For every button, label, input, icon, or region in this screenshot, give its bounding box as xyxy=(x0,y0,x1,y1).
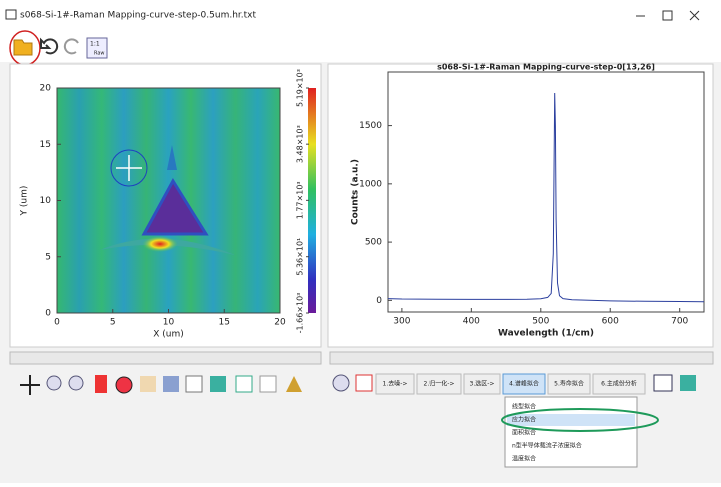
y-tick-label: 1000 xyxy=(359,179,382,189)
color-tool[interactable] xyxy=(115,376,133,394)
step-button[interactable] xyxy=(375,373,415,395)
grid-tool[interactable] xyxy=(163,376,179,392)
x-tick-label: 600 xyxy=(602,317,619,327)
map-feature xyxy=(100,238,235,255)
step-button[interactable] xyxy=(592,373,646,395)
zoom-in-tool[interactable] xyxy=(46,375,62,391)
line-tool[interactable] xyxy=(185,375,203,393)
map-feature xyxy=(142,236,178,252)
icon-text: Raw xyxy=(94,51,105,57)
x-tick-label: 5 xyxy=(110,318,116,328)
crosshair-tool[interactable] xyxy=(20,375,40,395)
step-button[interactable] xyxy=(463,373,501,395)
y-tick-label: 5 xyxy=(45,252,51,262)
menu-item-label: 面积拟合 xyxy=(512,429,536,437)
y-tick-label: 20 xyxy=(40,84,52,94)
cursor-ring xyxy=(110,149,148,187)
close-button[interactable] xyxy=(689,10,700,21)
x-tick-label: 500 xyxy=(532,317,549,327)
y-tick-label: 15 xyxy=(40,140,51,150)
step-button-label: 1.去噪-> xyxy=(383,380,408,388)
highlight-ellipse xyxy=(501,408,659,432)
zoom-out-tool[interactable] xyxy=(68,375,84,391)
colorbar-tick-label: 1.77×10³ xyxy=(296,181,305,219)
menu-item[interactable] xyxy=(507,453,635,465)
zoom-tool[interactable] xyxy=(332,374,350,392)
x-tick-label: 300 xyxy=(393,317,410,327)
x-axis-label: Wavelength (1/cm) xyxy=(498,329,594,339)
x-tick-label: 20 xyxy=(274,318,286,328)
menu-item-label: 温度拟合 xyxy=(512,455,536,463)
legend-tool[interactable] xyxy=(653,374,673,392)
y-tick-label: 500 xyxy=(365,238,382,248)
open-button[interactable] xyxy=(13,39,33,56)
x-tick-label: 400 xyxy=(463,317,480,327)
maximize-button[interactable] xyxy=(662,10,673,21)
scrollbar[interactable] xyxy=(329,351,714,365)
x-tick-label: 10 xyxy=(163,318,175,328)
spectrum-tool[interactable] xyxy=(355,374,373,392)
step-button-label: 2.归一化-> xyxy=(424,380,455,388)
step-button[interactable] xyxy=(502,373,546,395)
map-feature xyxy=(141,178,209,236)
x-tick-label: 0 xyxy=(54,318,60,328)
menu-item-label: 线型拟合 xyxy=(512,403,536,411)
texture-tool[interactable] xyxy=(140,376,156,392)
layer-tool[interactable] xyxy=(235,375,253,393)
y-axis-label: Counts (a.u.) xyxy=(351,159,361,225)
menu-item-label: n型半导体载流子浓度拟合 xyxy=(512,442,582,450)
plot-frame xyxy=(387,71,705,313)
step-button-label: 5.寿命拟合 xyxy=(554,380,584,388)
step-button[interactable] xyxy=(547,373,591,395)
palette-tool[interactable] xyxy=(95,375,107,393)
toolbar xyxy=(0,30,721,62)
cursor-cross xyxy=(116,155,142,181)
export-tool[interactable] xyxy=(680,375,696,391)
title-bar xyxy=(0,0,721,30)
y-tick-label: 0 xyxy=(376,296,382,306)
spectrum-panel xyxy=(327,63,714,348)
x-axis-label: X (um) xyxy=(153,330,184,340)
undo-button[interactable] xyxy=(40,37,59,55)
step-button[interactable] xyxy=(416,373,462,395)
spectrum-line xyxy=(387,92,705,303)
app-icon xyxy=(5,9,17,20)
colorbar xyxy=(308,88,316,313)
icon-text: 1:1 xyxy=(90,41,100,48)
peak-tool[interactable] xyxy=(286,376,302,392)
x-tick-label: 15 xyxy=(219,318,230,328)
menu-item[interactable] xyxy=(507,414,635,426)
y-tick-label: 10 xyxy=(40,196,52,206)
chart-title: s068-Si-1#-Raman Mapping-curve-step-0[13… xyxy=(437,63,655,72)
menu-item[interactable] xyxy=(507,440,635,452)
map-tools xyxy=(20,375,302,395)
y-tick-label: 0 xyxy=(45,309,51,319)
redo-button[interactable] xyxy=(63,38,79,55)
step-button-label: 6.主成份分析 xyxy=(601,380,637,388)
export-tool[interactable] xyxy=(210,376,226,392)
step-button-label: 3.选区-> xyxy=(470,380,495,388)
raw-button[interactable] xyxy=(86,37,108,59)
x-tick-label: 700 xyxy=(671,317,688,327)
colorbar-tick-label: 5.36×10¹ xyxy=(296,238,305,276)
step-buttons: 1.去噪-> 2.归一化-> 3.选区-> 4.谱峰拟合 5.寿命拟合 6.主成份分析 xyxy=(375,373,646,395)
window-title: s068-Si-1#-Raman Mapping-curve-step-0.5u… xyxy=(20,11,256,21)
y-tick-label: 1500 xyxy=(359,121,382,131)
y-axis-label: Y (um) xyxy=(20,186,30,217)
colorbar-tick-label: 3.48×10³ xyxy=(296,125,305,163)
colorbar-tick-label: 5.19×10³ xyxy=(296,69,305,107)
dots-tool[interactable] xyxy=(259,375,277,393)
menu-item-label: 应力拟合 xyxy=(512,416,536,424)
step-button-label: 4.谱峰拟合 xyxy=(509,380,539,388)
map-feature xyxy=(167,145,177,170)
scrollbar[interactable] xyxy=(9,351,322,365)
colorbar-tick-label: -1.66×10³ xyxy=(296,293,305,334)
